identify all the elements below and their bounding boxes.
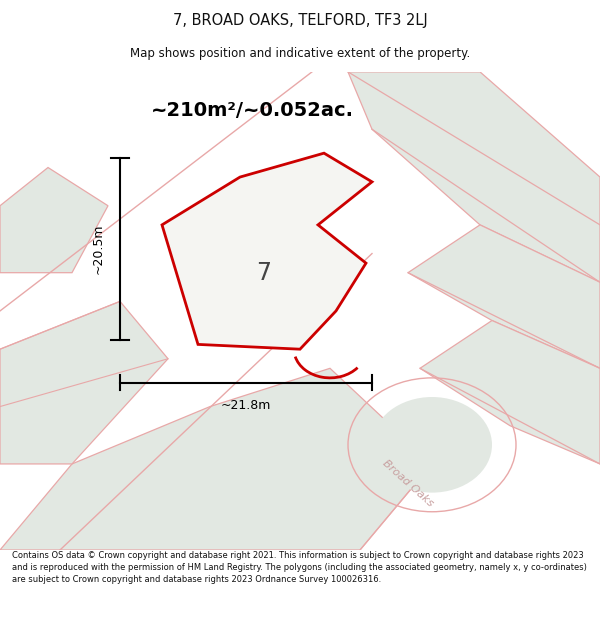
Text: 7, BROAD OAKS, TELFORD, TF3 2LJ: 7, BROAD OAKS, TELFORD, TF3 2LJ — [173, 12, 427, 28]
Polygon shape — [162, 153, 372, 349]
Circle shape — [372, 397, 492, 492]
Text: Broad Oaks: Broad Oaks — [381, 458, 435, 508]
Polygon shape — [0, 368, 432, 550]
Text: ~21.8m: ~21.8m — [221, 399, 271, 412]
Polygon shape — [408, 225, 600, 368]
Polygon shape — [420, 321, 600, 464]
Polygon shape — [0, 168, 108, 272]
Text: ~20.5m: ~20.5m — [92, 224, 105, 274]
Text: Map shows position and indicative extent of the property.: Map shows position and indicative extent… — [130, 48, 470, 61]
Polygon shape — [0, 301, 168, 464]
Text: Contains OS data © Crown copyright and database right 2021. This information is : Contains OS data © Crown copyright and d… — [12, 551, 587, 584]
Text: 7: 7 — [257, 261, 271, 285]
Polygon shape — [348, 72, 600, 282]
Text: ~210m²/~0.052ac.: ~210m²/~0.052ac. — [151, 101, 353, 119]
